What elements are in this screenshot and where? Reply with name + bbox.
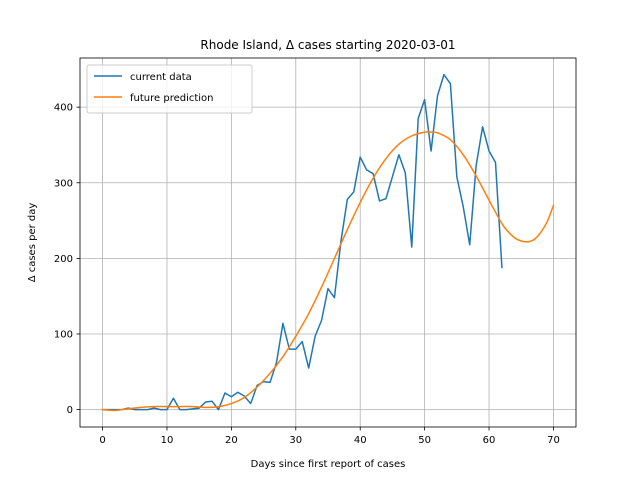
y-axis-ticks: 0 100 200 300 400 (54, 103, 80, 416)
x-axis-ticks: 0 10 20 30 40 50 60 70 (99, 427, 560, 446)
y-tick-label: 400 (54, 103, 73, 114)
x-tick-label: 30 (289, 435, 302, 446)
y-tick-label: 100 (54, 329, 73, 340)
y-tick-label: 300 (54, 178, 73, 189)
series-line-future-prediction (101, 131, 555, 412)
x-tick-label: 70 (547, 435, 560, 446)
series-layer (101, 73, 555, 412)
x-tick-label: 20 (225, 435, 238, 446)
chart-title: Rhode Island, Δ cases starting 2020-03-0… (200, 38, 455, 52)
y-tick-label: 0 (67, 405, 73, 416)
y-tick-label: 200 (54, 254, 73, 265)
x-tick-label: 40 (354, 435, 367, 446)
legend: current data future prediction (86, 64, 253, 114)
x-tick-label: 10 (161, 435, 174, 446)
legend-box (86, 64, 253, 114)
legend-label-current-data: current data (130, 72, 192, 83)
legend-label-future-prediction: future prediction (130, 93, 214, 104)
x-tick-label: 60 (483, 435, 496, 446)
plot-frame (79, 57, 577, 428)
x-tick-label: 50 (418, 435, 431, 446)
x-tick-label: 0 (99, 435, 105, 446)
x-axis-label: Days since first report of cases (251, 459, 406, 470)
y-axis-label: Δ cases per day (27, 203, 38, 283)
